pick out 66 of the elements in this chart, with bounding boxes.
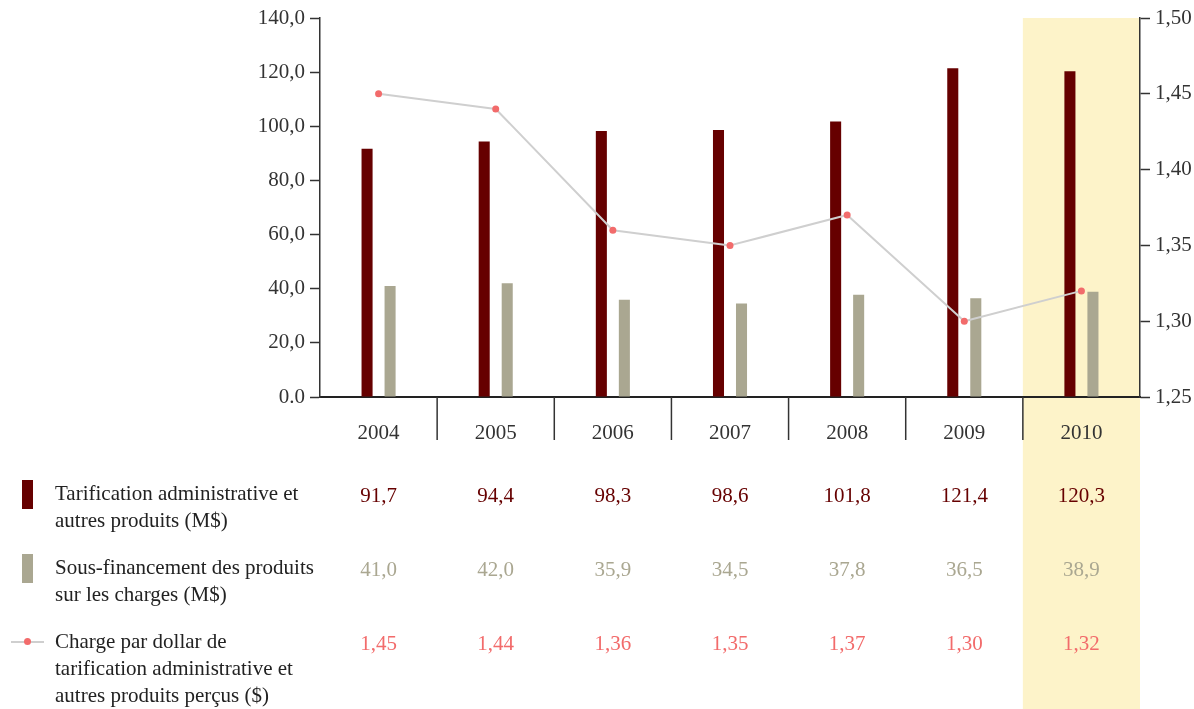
y2-tick-label: 1,50	[1155, 4, 1192, 29]
legend-label: Charge par dollar de tarification administrative et autres produits perçus ($)	[55, 628, 294, 709]
point	[843, 211, 851, 219]
data-label: 34,5	[711, 556, 749, 581]
bar	[735, 303, 748, 397]
data-label: 1,30	[945, 630, 983, 655]
x-tick-label: 2007	[709, 420, 751, 445]
bar	[830, 121, 842, 397]
data-label: 91,7	[360, 482, 397, 507]
x-tick-label: 2008	[826, 420, 869, 445]
data-label: 1,32	[1063, 630, 1100, 655]
data-label: 41,0	[360, 556, 397, 581]
bar	[595, 130, 607, 397]
data-label: 1,37	[828, 630, 866, 655]
y-tick-label: 100,0	[257, 112, 305, 137]
y2-tick-label: 1,25	[1155, 383, 1192, 408]
data-label: 37,8	[828, 556, 866, 581]
data-label: 42,0	[477, 556, 515, 581]
point	[960, 317, 968, 325]
bar	[712, 130, 725, 397]
y-tick-label: 140,0	[257, 4, 305, 29]
x-tick-label: 2010	[1060, 420, 1103, 445]
y-tick-label: 80,0	[268, 166, 305, 191]
x-tick-label: 2009	[943, 420, 986, 445]
bar	[501, 283, 513, 397]
y-tick-label: 20,0	[268, 329, 305, 354]
y2-tick-label: 1,35	[1155, 231, 1192, 256]
data-label: 1,44	[477, 630, 515, 655]
y-tick-label: 40,0	[268, 275, 305, 300]
data-label: 98,6	[711, 482, 749, 507]
bar	[1064, 71, 1076, 397]
point	[609, 226, 617, 234]
y2-tick-label: 1,30	[1155, 307, 1192, 332]
legend-label: Sous-financement des produits sur les charges (M$)	[55, 554, 315, 608]
bar	[853, 294, 865, 397]
point	[375, 90, 383, 98]
y2-tick-label: 1,40	[1155, 156, 1192, 181]
data-label: 121,4	[940, 482, 989, 507]
point	[492, 105, 500, 113]
data-label: 36,5	[945, 556, 983, 581]
bar	[384, 286, 396, 397]
bar	[361, 148, 373, 397]
data-label: 1,36	[594, 630, 632, 655]
x-tick-label: 2005	[474, 420, 517, 445]
bar	[478, 141, 490, 397]
data-label: 94,4	[477, 482, 515, 507]
y2-tick-label: 1,45	[1155, 80, 1192, 105]
bar	[970, 298, 982, 397]
bar	[1087, 291, 1099, 397]
y-tick-label: 120,0	[257, 58, 305, 83]
point	[726, 241, 734, 249]
data-label: 38,9	[1063, 556, 1100, 581]
data-label: 120,3	[1057, 482, 1106, 507]
point	[1077, 287, 1085, 295]
x-tick-label: 2004	[357, 420, 401, 445]
y-tick-label: 60,0	[268, 221, 305, 246]
x-tick-label: 2006	[591, 420, 634, 445]
y-tick-label: 0.0	[278, 383, 305, 408]
bar	[947, 68, 959, 397]
data-label: 35,9	[594, 556, 632, 581]
data-label: 98,3	[594, 482, 632, 507]
legend-label: Tarification administrative et autres produits (M$)	[55, 480, 300, 534]
data-label: 1,35	[711, 630, 749, 655]
data-label: 101,8	[823, 482, 871, 507]
data-label: 1,45	[360, 630, 397, 655]
bar	[618, 299, 630, 397]
